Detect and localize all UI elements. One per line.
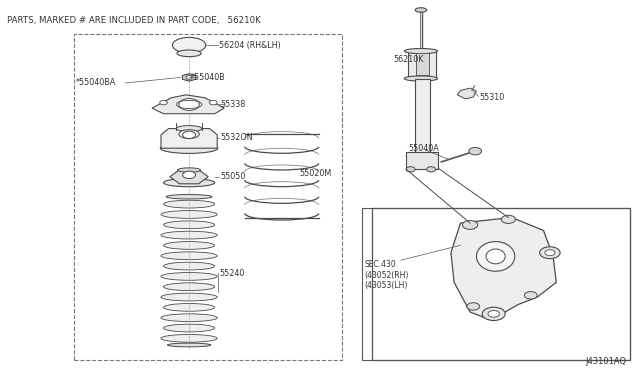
Polygon shape [451, 218, 556, 320]
Ellipse shape [486, 249, 505, 264]
Ellipse shape [161, 273, 217, 280]
Ellipse shape [415, 8, 427, 12]
Ellipse shape [164, 304, 214, 311]
Ellipse shape [168, 343, 211, 347]
Circle shape [463, 221, 477, 230]
Circle shape [182, 131, 195, 138]
Ellipse shape [176, 126, 202, 132]
Ellipse shape [166, 195, 212, 199]
Text: 56210K: 56210K [394, 55, 424, 64]
Ellipse shape [161, 314, 217, 321]
Ellipse shape [161, 334, 217, 342]
Circle shape [540, 247, 560, 259]
Circle shape [160, 100, 168, 105]
Text: 55050: 55050 [220, 172, 246, 181]
Text: 55338: 55338 [220, 100, 246, 109]
Text: 55040A: 55040A [408, 144, 439, 153]
Ellipse shape [164, 179, 214, 187]
Polygon shape [170, 170, 208, 184]
Bar [406, 151, 438, 169]
Ellipse shape [177, 50, 201, 57]
Circle shape [524, 292, 537, 299]
Text: 55240: 55240 [219, 269, 244, 278]
Polygon shape [161, 129, 217, 148]
Text: J43101AQ: J43101AQ [586, 357, 627, 366]
Circle shape [545, 250, 555, 256]
Circle shape [186, 76, 192, 79]
Text: *55040BA: *55040BA [76, 78, 116, 87]
Text: *55040B: *55040B [190, 73, 225, 82]
Circle shape [468, 147, 481, 155]
Text: 55310: 55310 [479, 93, 505, 102]
Ellipse shape [164, 241, 214, 249]
Ellipse shape [164, 200, 214, 208]
Ellipse shape [164, 262, 214, 270]
Ellipse shape [161, 231, 217, 239]
Ellipse shape [161, 211, 217, 218]
Polygon shape [182, 74, 196, 81]
Text: 55020M: 55020M [300, 169, 332, 177]
Ellipse shape [164, 283, 214, 291]
Ellipse shape [476, 241, 515, 271]
Polygon shape [458, 88, 476, 99]
Text: 5532ON: 5532ON [220, 133, 253, 142]
Circle shape [501, 215, 515, 224]
Ellipse shape [179, 130, 199, 138]
Bar [408, 51, 436, 78]
Circle shape [209, 100, 217, 105]
Ellipse shape [164, 324, 214, 332]
Ellipse shape [161, 293, 217, 301]
Ellipse shape [177, 168, 200, 172]
Circle shape [182, 171, 195, 179]
Text: PARTS, MARKED # ARE INCLUDED IN PART CODE,   56210K: PARTS, MARKED # ARE INCLUDED IN PART COD… [7, 16, 261, 25]
Ellipse shape [404, 48, 438, 54]
Text: 56204 (RH&LH): 56204 (RH&LH) [219, 41, 281, 50]
Polygon shape [152, 95, 224, 114]
Text: SEC.430
(43052(RH)
(43053(LH): SEC.430 (43052(RH) (43053(LH) [365, 260, 409, 290]
Bar [416, 53, 429, 75]
Circle shape [179, 99, 199, 110]
Bar [415, 78, 430, 153]
Circle shape [427, 167, 436, 172]
Circle shape [406, 167, 415, 172]
Ellipse shape [164, 221, 214, 229]
Ellipse shape [161, 143, 218, 153]
Ellipse shape [161, 252, 217, 260]
Ellipse shape [404, 76, 438, 81]
Circle shape [482, 307, 505, 321]
Ellipse shape [173, 37, 205, 53]
Circle shape [488, 311, 499, 317]
Circle shape [467, 303, 479, 310]
